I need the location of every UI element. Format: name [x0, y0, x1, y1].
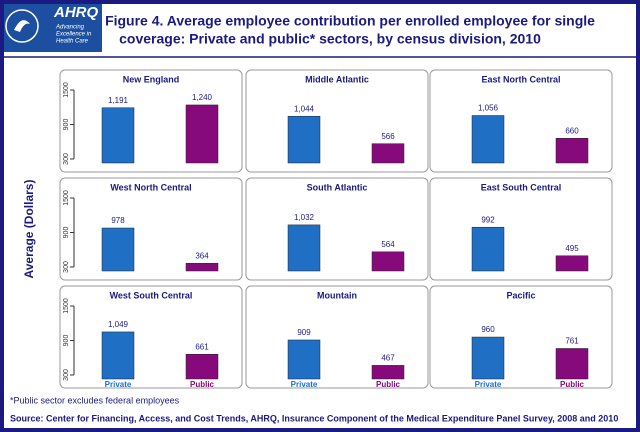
- value-label: 1,032: [294, 213, 315, 222]
- bar: [555, 138, 589, 164]
- x-tick-label: Private: [291, 380, 318, 389]
- value-label: 495: [565, 244, 579, 253]
- value-label: 564: [381, 240, 395, 249]
- bar: [287, 339, 321, 380]
- bar: [555, 348, 589, 380]
- bar: [101, 227, 135, 272]
- panel-title: East South Central: [481, 182, 562, 192]
- logo-eagle: [14, 20, 30, 32]
- x-tick-label: Public: [190, 380, 215, 389]
- bar: [101, 107, 135, 164]
- panel: [429, 285, 613, 389]
- y-tick-label: 1500: [63, 298, 70, 314]
- chart-title: coverage: Private and public* sectors, b…: [119, 31, 541, 47]
- panel-title: East North Central: [481, 74, 560, 84]
- value-label: 566: [381, 132, 395, 141]
- y-tick-label: 300: [63, 153, 70, 165]
- value-label: 909: [297, 328, 311, 337]
- bar: [185, 104, 219, 164]
- bar: [185, 353, 219, 380]
- logo-seal: [5, 9, 39, 43]
- panel-title: Mountain: [317, 290, 357, 300]
- panel: [429, 177, 613, 281]
- value-label: 978: [111, 216, 125, 225]
- value-label: 761: [565, 337, 579, 346]
- bar: [287, 224, 321, 272]
- x-tick-label: Private: [105, 380, 132, 389]
- panel-title: West South Central: [110, 290, 193, 300]
- y-tick-label: 1500: [63, 82, 70, 98]
- panel-title: Middle Atlantic: [305, 74, 369, 84]
- bar: [371, 251, 405, 272]
- bar: [471, 226, 505, 272]
- value-label: 661: [195, 342, 209, 351]
- panel: [429, 69, 613, 173]
- value-label: 1,056: [478, 104, 499, 113]
- logo-tagline: Health Care: [56, 39, 89, 45]
- y-axis-label: Average (Dollars): [22, 180, 36, 279]
- panel: [245, 69, 429, 173]
- bar: [101, 331, 135, 380]
- value-label: 1,049: [108, 320, 129, 329]
- value-label: 660: [565, 126, 579, 135]
- panel: [59, 285, 243, 389]
- bar: [185, 263, 219, 272]
- value-label: 1,191: [108, 96, 129, 105]
- panel: [245, 177, 429, 281]
- logo-name: AHRQ: [53, 4, 98, 21]
- y-tick-label: 1500: [63, 190, 70, 206]
- x-tick-label: Private: [475, 380, 502, 389]
- logo-tagline: Advancing: [55, 25, 85, 31]
- y-tick-label: 900: [63, 119, 70, 131]
- value-label: 364: [195, 251, 209, 260]
- footnote: *Public sector excludes federal employee…: [10, 395, 180, 405]
- value-label: 1,044: [294, 104, 315, 113]
- logo: AHRQ Advancing Excellence in Health Care: [4, 4, 102, 52]
- bar: [471, 336, 505, 380]
- y-tick-label: 300: [63, 369, 70, 381]
- bar: [555, 255, 589, 272]
- value-label: 1,240: [192, 93, 213, 102]
- logo-tagline: Excellence in: [56, 32, 92, 38]
- panel: [245, 285, 429, 389]
- x-tick-label: Public: [560, 380, 585, 389]
- bar: [371, 143, 405, 164]
- bar: [371, 365, 405, 380]
- panel: [59, 177, 243, 281]
- panel-title: New England: [123, 74, 180, 84]
- bar: [471, 115, 505, 164]
- source: Source: Center for Financing, Access, an…: [10, 413, 618, 423]
- panel-title: Pacific: [506, 290, 535, 300]
- y-tick-label: 300: [63, 261, 70, 273]
- chart-title: Figure 4. Average employee contribution …: [105, 13, 595, 29]
- panel-title: West North Central: [110, 182, 191, 192]
- panel: [59, 69, 243, 173]
- bar: [287, 115, 321, 164]
- y-tick-label: 900: [63, 227, 70, 239]
- y-tick-label: 900: [63, 335, 70, 347]
- value-label: 992: [481, 215, 495, 224]
- panel-title: South Atlantic: [307, 182, 368, 192]
- value-label: 467: [381, 353, 395, 362]
- x-tick-label: Public: [376, 380, 401, 389]
- value-label: 960: [481, 325, 495, 334]
